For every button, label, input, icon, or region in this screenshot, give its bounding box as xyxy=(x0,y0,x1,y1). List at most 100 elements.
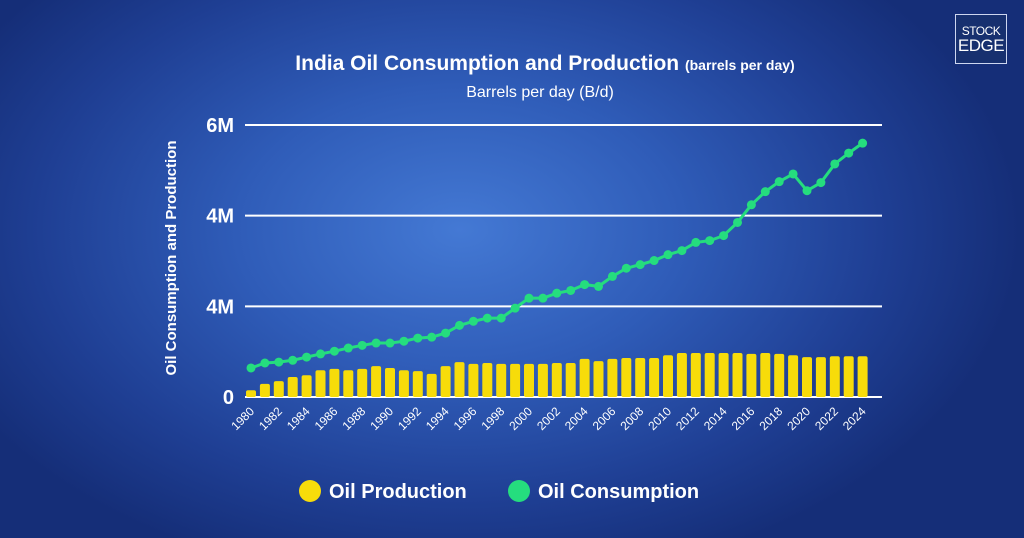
chart-title: India Oil Consumption and Production (ba… xyxy=(0,52,1024,76)
x-tick-label: 1996 xyxy=(451,404,480,433)
point-oil-consumption-2006 xyxy=(607,271,617,281)
point-oil-consumption-1996 xyxy=(468,316,478,326)
x-tick-label: 2016 xyxy=(729,404,758,433)
bar-oil-production-2020 xyxy=(802,357,812,397)
bar-oil-production-2001 xyxy=(537,363,548,397)
point-oil-consumption-2000 xyxy=(524,293,534,303)
bar-oil-production-1995 xyxy=(454,362,465,397)
x-tick-label: 2012 xyxy=(673,404,702,433)
point-oil-consumption-2003 xyxy=(566,285,576,295)
bar-oil-production-1989 xyxy=(371,366,382,397)
bar-oil-production-2019 xyxy=(788,355,799,397)
bar-oil-production-2000 xyxy=(524,363,534,397)
point-oil-consumption-1988 xyxy=(357,340,367,350)
point-oil-consumption-1999 xyxy=(510,303,520,313)
bar-oil-production-2014 xyxy=(718,353,729,397)
x-tick-label: 2004 xyxy=(562,404,591,433)
point-oil-consumption-2019 xyxy=(788,169,798,179)
point-oil-consumption-2010 xyxy=(663,250,673,260)
bar-oil-production-2006 xyxy=(607,358,618,397)
bar-oil-production-1983 xyxy=(287,377,298,397)
point-oil-consumption-2007 xyxy=(621,263,631,273)
bar-oil-production-2003 xyxy=(565,363,576,397)
point-oil-consumption-2004 xyxy=(580,280,590,290)
bar-oil-production-2013 xyxy=(704,353,715,397)
x-tick-label: 2024 xyxy=(840,404,869,433)
bar-oil-production-2010 xyxy=(663,355,673,397)
logo-line1: STOCK xyxy=(961,23,1001,38)
point-oil-consumption-2017 xyxy=(760,187,770,197)
point-oil-consumption-2014 xyxy=(719,231,729,241)
point-oil-consumption-1983 xyxy=(288,355,298,365)
bar-oil-production-1980 xyxy=(246,390,256,397)
bar-oil-production-2016 xyxy=(746,353,757,397)
bar-oil-production-2007 xyxy=(621,358,632,397)
x-tick-label: 2006 xyxy=(590,404,619,433)
point-oil-consumption-2008 xyxy=(635,260,645,270)
bar-oil-production-1998 xyxy=(496,363,507,397)
bar-oil-production-2008 xyxy=(635,358,646,397)
x-tick-label: 1990 xyxy=(367,404,396,433)
chart-subtitle: Barrels per day (B/d) xyxy=(466,84,614,101)
x-tick-label: 2018 xyxy=(757,404,786,433)
bar-oil-production-1985 xyxy=(315,370,326,397)
line-oil-consumption xyxy=(250,141,864,370)
bar-oil-production-2021 xyxy=(815,357,826,397)
bar-oil-production-1991 xyxy=(398,370,409,397)
legend-oil-consumption-marker xyxy=(508,480,530,502)
bar-oil-production-2023 xyxy=(843,356,854,397)
legend-oil-production-label: Oil Production xyxy=(329,481,467,503)
x-tick-label: 1986 xyxy=(312,404,341,433)
bar-oil-production-2024 xyxy=(857,356,868,397)
point-oil-consumption-1987 xyxy=(343,343,353,353)
chart-title-suffix: (barrels per day) xyxy=(684,57,795,73)
point-oil-consumption-2018 xyxy=(774,177,784,187)
point-oil-consumption-1994 xyxy=(441,328,451,338)
bar-oil-production-2015 xyxy=(732,353,743,397)
point-oil-consumption-1997 xyxy=(482,313,492,323)
bar-oil-production-1994 xyxy=(440,366,451,397)
point-oil-consumption-1992 xyxy=(413,333,423,343)
point-oil-consumption-2005 xyxy=(594,281,603,291)
point-oil-consumption-2021 xyxy=(816,178,826,188)
y-tick-label: 0 xyxy=(223,387,234,409)
point-oil-consumption-2013 xyxy=(705,236,715,246)
bar-oil-production-1992 xyxy=(412,371,423,397)
point-oil-consumption-1980 xyxy=(246,363,256,373)
point-oil-consumption-1981 xyxy=(260,358,270,368)
x-tick-label: 2008 xyxy=(618,404,647,433)
bar-oil-production-2002 xyxy=(551,363,562,397)
y-axis-label: Oil Consumption and Production xyxy=(163,141,180,376)
bar-oil-production-1993 xyxy=(426,373,437,397)
x-tick-label: 1994 xyxy=(423,404,452,433)
y-tick-label: 6M xyxy=(206,115,234,137)
point-oil-consumption-2023 xyxy=(844,148,854,158)
y-tick-label: 4M xyxy=(206,296,234,318)
bar-oil-production-1981 xyxy=(259,383,270,397)
point-oil-consumption-1982 xyxy=(274,357,284,367)
point-oil-consumption-2020 xyxy=(802,186,812,196)
x-tick-label: 2010 xyxy=(645,404,674,433)
legend-oil-consumption-label: Oil Consumption xyxy=(538,481,699,503)
bar-oil-production-2012 xyxy=(690,353,701,397)
bar-oil-production-2004 xyxy=(579,358,590,397)
point-oil-consumption-1989 xyxy=(371,338,381,348)
stockedge-logo: STOCK EDGE xyxy=(955,14,1007,64)
bar-oil-production-1999 xyxy=(510,363,521,397)
point-oil-consumption-1998 xyxy=(496,313,506,323)
bar-oil-production-1982 xyxy=(273,381,284,397)
x-tick-label: 2022 xyxy=(812,404,841,433)
point-oil-consumption-1990 xyxy=(385,338,395,348)
point-oil-consumption-1995 xyxy=(455,320,464,330)
point-oil-consumption-2001 xyxy=(538,293,548,303)
bar-oil-production-2009 xyxy=(649,358,660,397)
bar-oil-production-1997 xyxy=(482,363,493,397)
chart-title-text: India Oil Consumption and Production xyxy=(295,52,680,75)
x-tick-label: 2002 xyxy=(534,404,563,433)
bar-oil-production-2011 xyxy=(676,353,687,397)
point-oil-consumption-2002 xyxy=(552,288,562,298)
x-tick-label: 1982 xyxy=(256,404,285,433)
point-oil-consumption-1984 xyxy=(302,352,312,362)
bar-oil-production-1984 xyxy=(301,375,312,397)
legend-oil-production-marker xyxy=(299,480,321,502)
